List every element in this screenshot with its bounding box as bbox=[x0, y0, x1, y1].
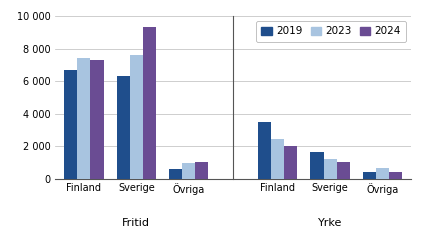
Bar bbox=[271, 139, 284, 179]
Bar bbox=[284, 146, 297, 179]
Bar bbox=[182, 163, 195, 179]
Legend: 2019, 2023, 2024: 2019, 2023, 2024 bbox=[256, 21, 406, 42]
Bar bbox=[78, 58, 90, 179]
Bar bbox=[324, 159, 337, 179]
Bar bbox=[337, 162, 350, 179]
Bar bbox=[143, 27, 156, 179]
Bar bbox=[389, 172, 402, 179]
Bar bbox=[258, 122, 271, 179]
Text: Yrke: Yrke bbox=[318, 218, 342, 227]
Bar bbox=[130, 55, 143, 179]
Bar bbox=[376, 168, 389, 179]
Text: Fritid: Fritid bbox=[122, 218, 150, 227]
Bar bbox=[90, 60, 103, 179]
Bar bbox=[64, 70, 78, 179]
Bar bbox=[195, 162, 208, 179]
Bar bbox=[169, 169, 182, 179]
Bar bbox=[117, 76, 130, 179]
Bar bbox=[310, 152, 324, 179]
Bar bbox=[363, 172, 376, 179]
